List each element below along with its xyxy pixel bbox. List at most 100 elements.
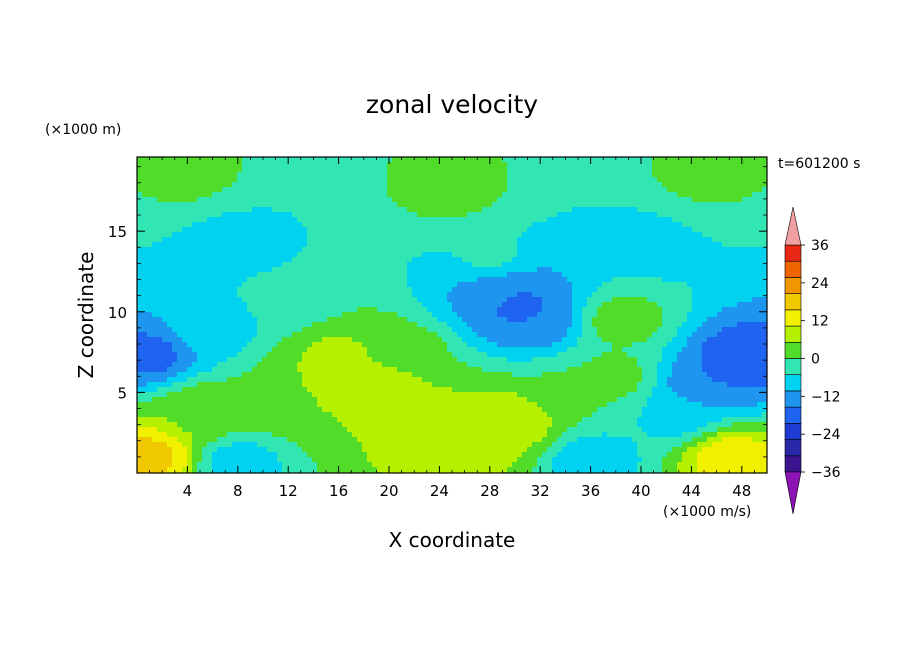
field-cell <box>477 277 483 283</box>
field-cell <box>277 197 283 203</box>
field-cell <box>577 307 583 313</box>
field-cell <box>272 317 278 323</box>
field-cell <box>672 192 678 198</box>
field-cell <box>222 282 228 288</box>
field-cell <box>437 187 443 193</box>
field-cell <box>162 337 168 343</box>
field-cell <box>732 282 738 288</box>
field-cell <box>362 257 368 263</box>
field-cell <box>587 292 593 298</box>
field-cell <box>492 187 498 193</box>
field-cell <box>547 237 553 243</box>
field-cell <box>327 312 333 318</box>
field-cell <box>242 352 248 358</box>
field-cell <box>637 347 643 353</box>
field-cell <box>637 257 643 263</box>
field-cell <box>337 347 343 353</box>
field-cell <box>597 247 603 253</box>
field-cell <box>742 272 748 278</box>
field-cell <box>397 222 403 228</box>
field-cell <box>547 207 553 213</box>
field-cell <box>592 212 598 218</box>
field-cell <box>142 267 148 273</box>
field-cell <box>392 352 398 358</box>
field-cell <box>552 272 558 278</box>
field-cell <box>542 162 548 168</box>
field-cell <box>492 342 498 348</box>
field-cell <box>707 157 713 163</box>
field-cell <box>722 342 728 348</box>
field-cell <box>752 277 758 283</box>
field-cell <box>187 212 193 218</box>
field-cell <box>262 232 268 238</box>
field-cell <box>317 227 323 233</box>
field-cell <box>732 287 738 293</box>
field-cell <box>667 322 673 328</box>
field-cell <box>357 262 363 268</box>
field-cell <box>212 212 218 218</box>
field-cell <box>712 332 718 338</box>
field-cell <box>307 272 313 278</box>
field-cell <box>312 282 318 288</box>
field-cell <box>142 342 148 348</box>
field-cell <box>362 212 368 218</box>
field-cell <box>417 347 423 353</box>
field-cell <box>442 172 448 178</box>
field-cell <box>552 302 558 308</box>
field-cell <box>582 262 588 268</box>
field-cell <box>627 187 633 193</box>
field-cell <box>527 337 533 343</box>
field-cell <box>577 277 583 283</box>
field-cell <box>312 217 318 223</box>
field-cell <box>362 157 368 163</box>
field-cell <box>527 332 533 338</box>
field-cell <box>317 262 323 268</box>
field-cell <box>547 222 553 228</box>
field-cell <box>217 167 223 173</box>
field-cell <box>302 287 308 293</box>
field-cell <box>142 237 148 243</box>
field-cell <box>517 227 523 233</box>
field-cell <box>207 297 213 303</box>
field-cell <box>567 257 573 263</box>
field-cell <box>762 342 767 348</box>
field-cell <box>672 252 678 258</box>
field-cell <box>177 247 183 253</box>
field-cell <box>262 182 268 188</box>
field-cell <box>537 327 543 333</box>
field-cell <box>622 272 628 278</box>
field-cell <box>602 282 608 288</box>
field-cell <box>377 322 383 328</box>
field-cell <box>672 292 678 298</box>
field-cell <box>322 232 328 238</box>
field-cell <box>352 332 358 338</box>
field-cell <box>442 192 448 198</box>
field-cell <box>642 267 648 273</box>
field-cell <box>562 192 568 198</box>
field-cell <box>272 167 278 173</box>
field-cell <box>637 232 643 238</box>
field-cell <box>487 197 493 203</box>
field-cell <box>527 187 533 193</box>
field-cell <box>312 342 318 348</box>
field-cell <box>437 262 443 268</box>
field-cell <box>547 297 553 303</box>
field-cell <box>622 237 628 243</box>
field-cell <box>417 247 423 253</box>
field-cell <box>162 172 168 178</box>
field-cell <box>282 292 288 298</box>
field-cell <box>537 302 543 308</box>
field-cell <box>347 307 353 313</box>
field-cell <box>642 307 648 313</box>
field-cell <box>732 232 738 238</box>
field-cell <box>462 222 468 228</box>
field-cell <box>582 252 588 258</box>
field-cell <box>647 167 653 173</box>
field-cell <box>142 352 148 358</box>
field-cell <box>352 167 358 173</box>
field-cell <box>337 352 343 358</box>
field-cell <box>232 207 238 213</box>
field-cell <box>342 292 348 298</box>
field-cell <box>172 262 178 268</box>
field-cell <box>552 317 558 323</box>
